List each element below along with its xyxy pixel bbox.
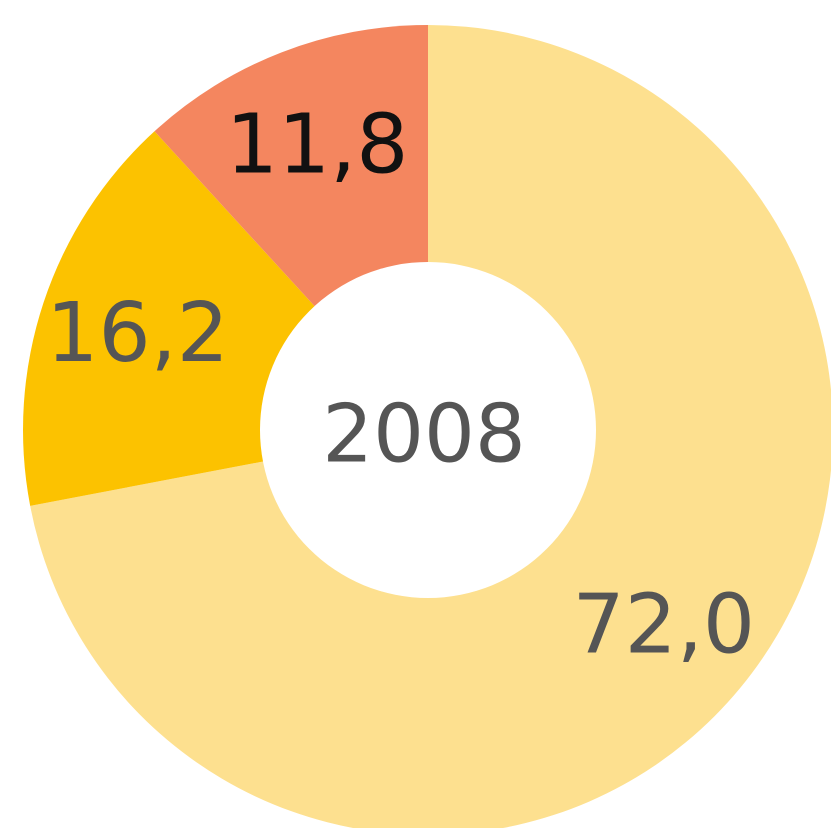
donut-hole <box>260 262 596 598</box>
slice-value-label: 72,0 <box>572 578 755 673</box>
slice-value-label: 11,8 <box>226 97 409 192</box>
slice-labels: 72,0 16,2 11,8 <box>46 97 755 672</box>
slice-value-label: 16,2 <box>46 286 229 381</box>
center-label: 2008 <box>322 388 526 481</box>
